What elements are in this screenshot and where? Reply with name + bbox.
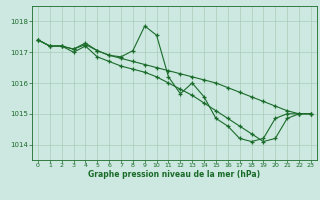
X-axis label: Graphe pression niveau de la mer (hPa): Graphe pression niveau de la mer (hPa) xyxy=(88,170,260,179)
